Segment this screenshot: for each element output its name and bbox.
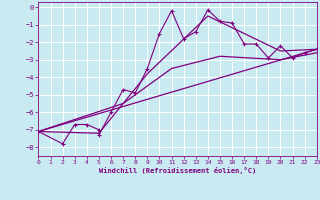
X-axis label: Windchill (Refroidissement éolien,°C): Windchill (Refroidissement éolien,°C): [99, 167, 256, 174]
